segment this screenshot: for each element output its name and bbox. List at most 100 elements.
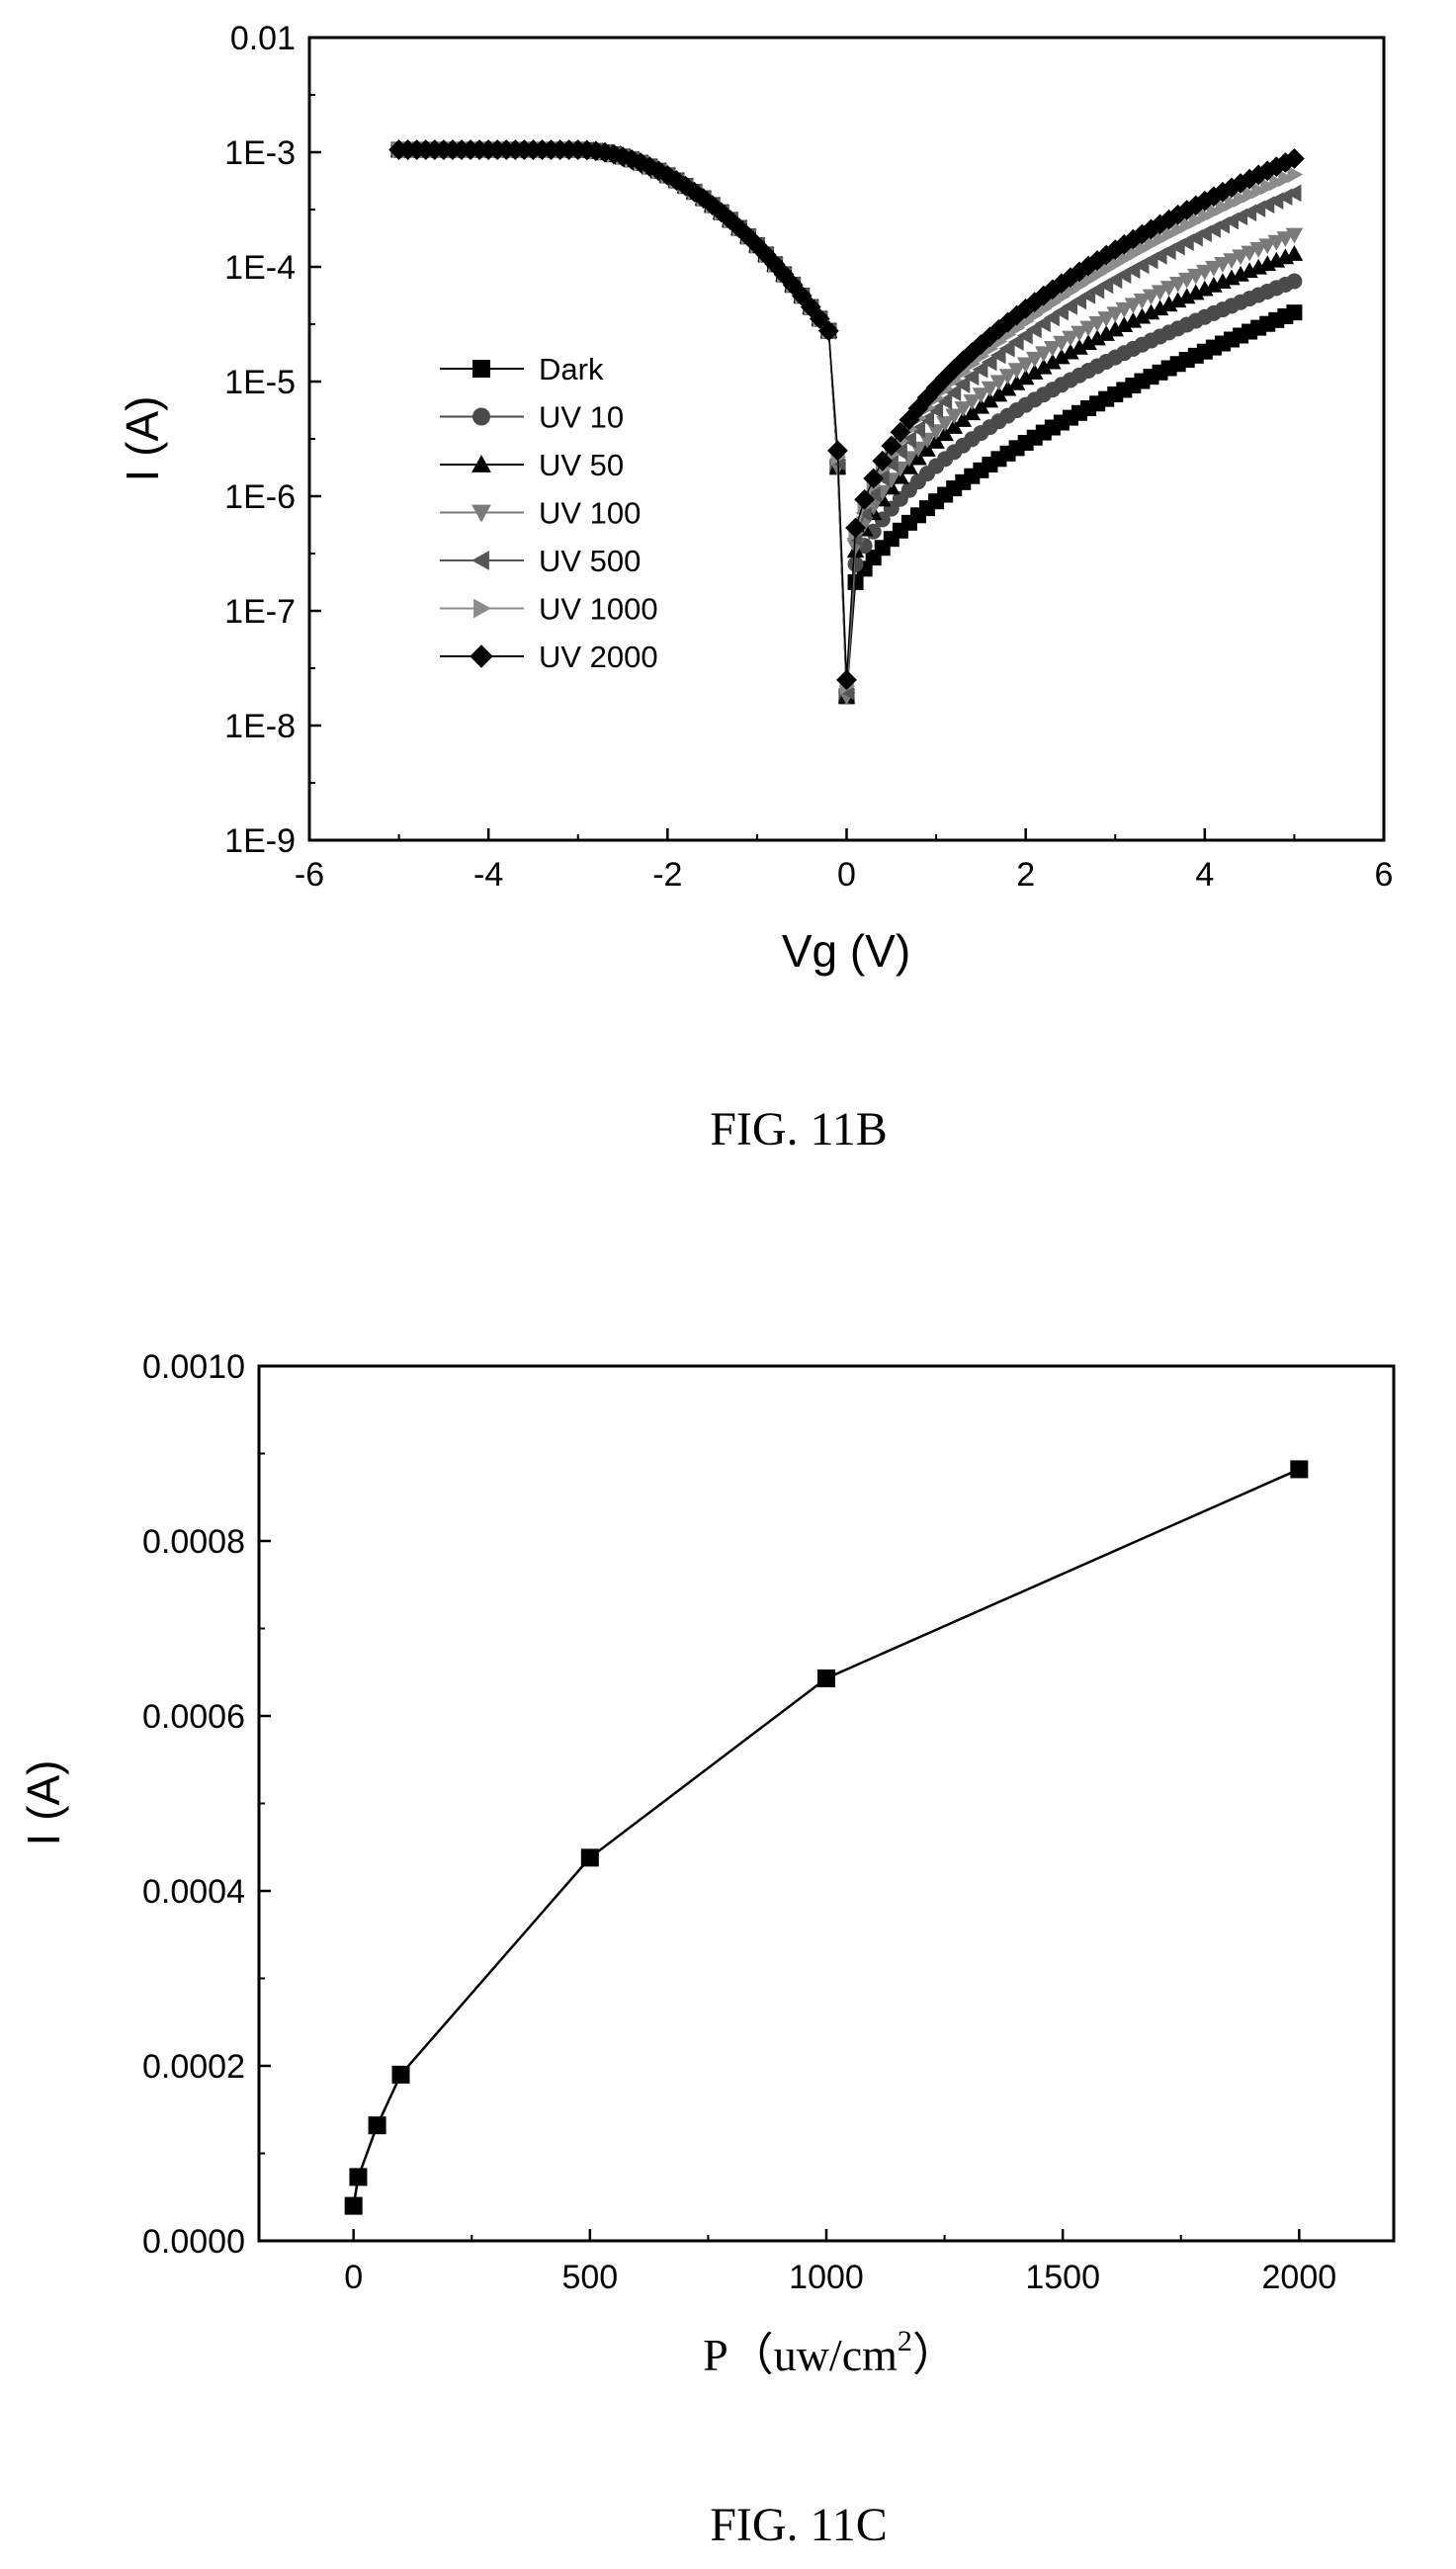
chart-11c: 0 500 1000 1500 2000 0.0000 0.0002 0.0004 0.0006… xyxy=(18,1348,1396,2551)
data-point xyxy=(1060,267,1081,289)
data-point xyxy=(997,311,1018,333)
data-point xyxy=(981,381,999,397)
data-point xyxy=(1170,220,1187,239)
data-point xyxy=(1158,209,1179,230)
data-point xyxy=(847,556,864,572)
data-point xyxy=(1249,241,1267,258)
data-point xyxy=(863,468,885,489)
data-point xyxy=(1286,304,1303,321)
data-point xyxy=(1015,298,1037,319)
y-tick-label-11b: 1E-7 xyxy=(224,593,296,631)
legend-11b: Dark UV 10 UV 50 UV 100 UV 500 UV 1000 UV 2000 xyxy=(440,352,658,674)
y-tick-label-11b: 1E-5 xyxy=(224,364,296,401)
x-tick-label-11b: 6 xyxy=(1375,856,1394,894)
data-point xyxy=(1269,173,1286,192)
data-point xyxy=(881,435,902,457)
data-point xyxy=(1044,340,1062,357)
data-point xyxy=(1276,231,1295,247)
data-point xyxy=(1124,311,1143,328)
data-point xyxy=(936,416,954,433)
data-point xyxy=(989,385,1008,402)
legend-marker xyxy=(470,644,493,668)
data-point xyxy=(1144,234,1160,253)
data-point xyxy=(1006,304,1028,326)
data-point xyxy=(1051,273,1072,295)
data-point xyxy=(1016,326,1033,345)
data-point xyxy=(945,418,963,434)
x-tick-label-11b: -4 xyxy=(473,856,503,894)
data-point xyxy=(1069,261,1090,283)
legend-marker xyxy=(472,360,490,378)
data-point xyxy=(656,165,678,186)
data-point xyxy=(925,377,947,398)
data-point xyxy=(854,488,876,510)
data-point xyxy=(1133,307,1152,324)
data-point xyxy=(836,669,857,691)
x-tick-label-11c: 1500 xyxy=(1025,2259,1100,2296)
x-tick-label-11c: 2000 xyxy=(1262,2259,1337,2296)
data-point xyxy=(720,210,741,230)
data-point xyxy=(927,424,945,441)
data-point xyxy=(1142,289,1160,305)
legend-item: UV 10 xyxy=(440,400,624,435)
data-point xyxy=(1117,249,1134,268)
data-point xyxy=(1151,300,1169,316)
data-point xyxy=(954,376,971,393)
data-point xyxy=(1124,298,1143,314)
y-tick-label-11c: 0.0004 xyxy=(142,1873,245,1911)
y-axis-title-11c: I (A) xyxy=(18,1760,69,1846)
data-point xyxy=(1241,245,1258,262)
data-point xyxy=(1097,311,1115,327)
data-point xyxy=(892,442,907,461)
data-point xyxy=(1167,204,1189,225)
legend-item: UV 50 xyxy=(440,448,624,482)
data-point xyxy=(1135,239,1152,258)
x-axis-title-11c-superscript: 2 xyxy=(898,2325,912,2357)
data-point xyxy=(1044,353,1062,370)
data-point xyxy=(809,308,830,329)
data-point xyxy=(989,346,1006,365)
data-point xyxy=(1159,296,1178,312)
legend-label: UV 50 xyxy=(539,448,624,482)
data-point xyxy=(1212,181,1234,203)
data-point xyxy=(981,353,997,372)
data-point xyxy=(1196,264,1214,281)
data-point xyxy=(1042,279,1064,300)
data-point xyxy=(1223,253,1241,270)
data-point xyxy=(1142,303,1160,320)
data-point xyxy=(998,380,1017,396)
data-point xyxy=(1151,285,1169,301)
data-point xyxy=(1062,330,1079,347)
legend-item: UV 2000 xyxy=(440,640,658,674)
data-point xyxy=(1168,276,1187,293)
legend-label: UV 2000 xyxy=(539,640,658,674)
data-point xyxy=(1062,343,1079,360)
data-point xyxy=(1079,334,1097,350)
data-point xyxy=(945,384,962,402)
data-point xyxy=(1115,301,1134,318)
legend-marker xyxy=(471,551,489,570)
y-tick-label-11b: 1E-4 xyxy=(224,249,296,287)
data-point xyxy=(1034,358,1053,375)
data-point xyxy=(1176,200,1198,220)
legend-item: UV 100 xyxy=(440,496,641,531)
data-point xyxy=(1071,325,1088,342)
data-point xyxy=(1267,234,1286,251)
x-tick-label-11b: 4 xyxy=(1195,856,1214,894)
data-point xyxy=(1284,148,1305,169)
y-tick-label-11c: 0.0010 xyxy=(142,1348,245,1386)
x-tick-label-11b: -2 xyxy=(652,856,682,894)
data-point xyxy=(963,368,980,386)
data-point xyxy=(1025,320,1042,339)
data-point xyxy=(900,431,916,449)
data-point xyxy=(349,2168,368,2186)
data-point xyxy=(1150,214,1170,235)
data-point xyxy=(981,391,999,408)
data-point xyxy=(972,397,990,414)
x-axis-title-11c-main: P（uw/cm xyxy=(703,2330,898,2380)
y-axis-title-11b: I (A) xyxy=(117,396,168,482)
data-point xyxy=(998,369,1017,385)
x-tick-label-11c: 500 xyxy=(561,2259,618,2296)
y-tick-label-11b: 0.01 xyxy=(230,20,296,57)
data-point xyxy=(1115,316,1134,332)
